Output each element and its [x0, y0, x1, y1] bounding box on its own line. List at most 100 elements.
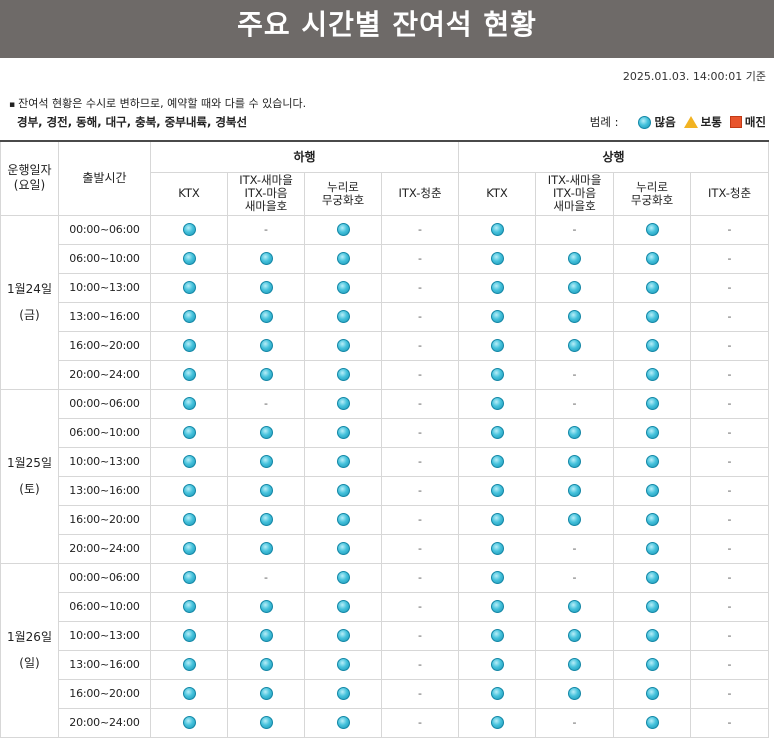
circle-icon [182, 368, 196, 382]
circle-icon [645, 368, 659, 382]
circle-icon [645, 600, 659, 614]
triangle-icon [683, 116, 698, 128]
seat-status-cell [150, 272, 228, 303]
seat-status-cell: - [380, 504, 460, 535]
seat-status-cell: - [535, 533, 615, 564]
seat-status-cell [304, 330, 382, 361]
departure-time: 13:00~16:00 [58, 301, 151, 332]
square-icon [729, 116, 742, 128]
circle-icon [645, 658, 659, 672]
not-available-dash: - [418, 426, 422, 439]
circle-icon [490, 484, 504, 498]
not-available-dash: - [418, 310, 422, 323]
operation-date: 1월25일 (토) [0, 388, 59, 564]
seat-status-cell [458, 707, 537, 738]
not-available-dash: - [418, 455, 422, 468]
seat-status-cell: - [380, 649, 460, 680]
seat-status-cell [613, 388, 692, 419]
seat-status-cell [458, 330, 537, 361]
circle-icon [568, 426, 582, 440]
seat-status-cell: - [690, 707, 770, 738]
not-available-dash: - [727, 484, 732, 497]
circle-icon [568, 513, 582, 527]
seat-status-cell: - [227, 562, 305, 593]
seat-status-cell: - [690, 649, 770, 680]
seat-status-cell: - [380, 330, 460, 361]
weekday-label: (토) [19, 482, 40, 496]
column-header-train-type: 누리로 무궁화호 [613, 171, 692, 216]
not-available-dash: - [264, 571, 268, 584]
circle-icon [182, 542, 196, 556]
circle-icon [336, 339, 350, 353]
circle-icon [182, 571, 196, 585]
seat-status-cell [227, 243, 305, 274]
not-available-dash: - [572, 571, 577, 584]
table-row: 10:00~13:00 - - [1, 446, 770, 477]
seat-status-cell [304, 417, 382, 448]
circle-icon [490, 629, 504, 643]
notice-text: 잔여석 현황은 수시로 변하므로, 예약할 때와 다를 수 있습니다. [18, 97, 307, 110]
seat-status-cell: - [690, 272, 770, 303]
circle-icon [259, 281, 273, 295]
seat-status-cell: - [690, 330, 770, 361]
not-available-dash: - [418, 339, 422, 352]
legend-item-many: 많음 [638, 114, 676, 130]
circle-icon [490, 339, 504, 353]
bullet-icon: ▪ [9, 100, 16, 110]
circle-icon [490, 426, 504, 440]
not-available-dash: - [572, 397, 577, 410]
page-title: 주요 시간별 잔여석 현황 [237, 8, 537, 41]
seat-status-cell [150, 243, 228, 274]
circle-icon [182, 339, 196, 353]
seat-status-cell [535, 475, 615, 506]
not-available-dash: - [727, 426, 732, 439]
legend-title: 범례 : [589, 115, 619, 129]
seat-status-cell: - [535, 359, 615, 390]
seat-status-cell: - [380, 446, 460, 477]
not-available-dash: - [727, 716, 732, 729]
seat-status-cell [150, 417, 228, 448]
seat-status-cell [304, 446, 382, 477]
seat-status-cell [150, 446, 228, 477]
table-row: 10:00~13:00 - - [1, 620, 770, 651]
not-available-dash: - [418, 281, 422, 294]
seat-status-cell [458, 562, 537, 593]
circle-icon [336, 513, 350, 527]
circle-icon [568, 281, 582, 295]
seat-status-cell [227, 649, 305, 680]
seat-availability-table: 운행일자 (요일) 출발시간 하행 상행 KTX ITX-새마을 ITX-마음 새마을호… [0, 140, 770, 738]
date-label: 1월24일 [7, 282, 52, 296]
seat-status-cell [150, 562, 228, 593]
circle-icon [645, 397, 659, 411]
legend-item-soldout: 매진 [729, 114, 766, 130]
timestamp: 2025.01.03. 14:00:01 기준 [622, 70, 766, 83]
circle-icon [182, 716, 196, 730]
circle-icon [490, 281, 504, 295]
seat-status-cell [304, 591, 382, 622]
seat-status-cell [613, 272, 692, 303]
not-available-dash: - [727, 223, 732, 236]
circle-icon [568, 484, 582, 498]
not-available-dash: - [727, 397, 732, 410]
seat-status-cell [150, 533, 228, 564]
seat-status-cell: - [227, 214, 305, 245]
seat-status-cell [458, 214, 537, 245]
seat-status-cell [613, 620, 692, 651]
table-row: 13:00~16:00 - - [1, 475, 770, 506]
circle-icon [336, 571, 350, 585]
column-header-train-type: ITX-새마을 ITX-마음 새마을호 [227, 171, 305, 216]
seat-status-cell [304, 533, 382, 564]
seat-status-cell [613, 707, 692, 738]
departure-time: 13:00~16:00 [58, 475, 151, 506]
circle-icon [182, 426, 196, 440]
seat-status-cell: - [690, 562, 770, 593]
departure-time: 13:00~16:00 [58, 649, 151, 680]
circle-icon [182, 629, 196, 643]
departure-time: 16:00~20:00 [58, 504, 151, 535]
not-available-dash: - [418, 252, 422, 265]
circle-icon [182, 455, 196, 469]
circle-icon [568, 600, 582, 614]
seat-status-cell [458, 272, 537, 303]
seat-status-cell: - [380, 707, 460, 738]
seat-status-cell: - [380, 214, 460, 245]
